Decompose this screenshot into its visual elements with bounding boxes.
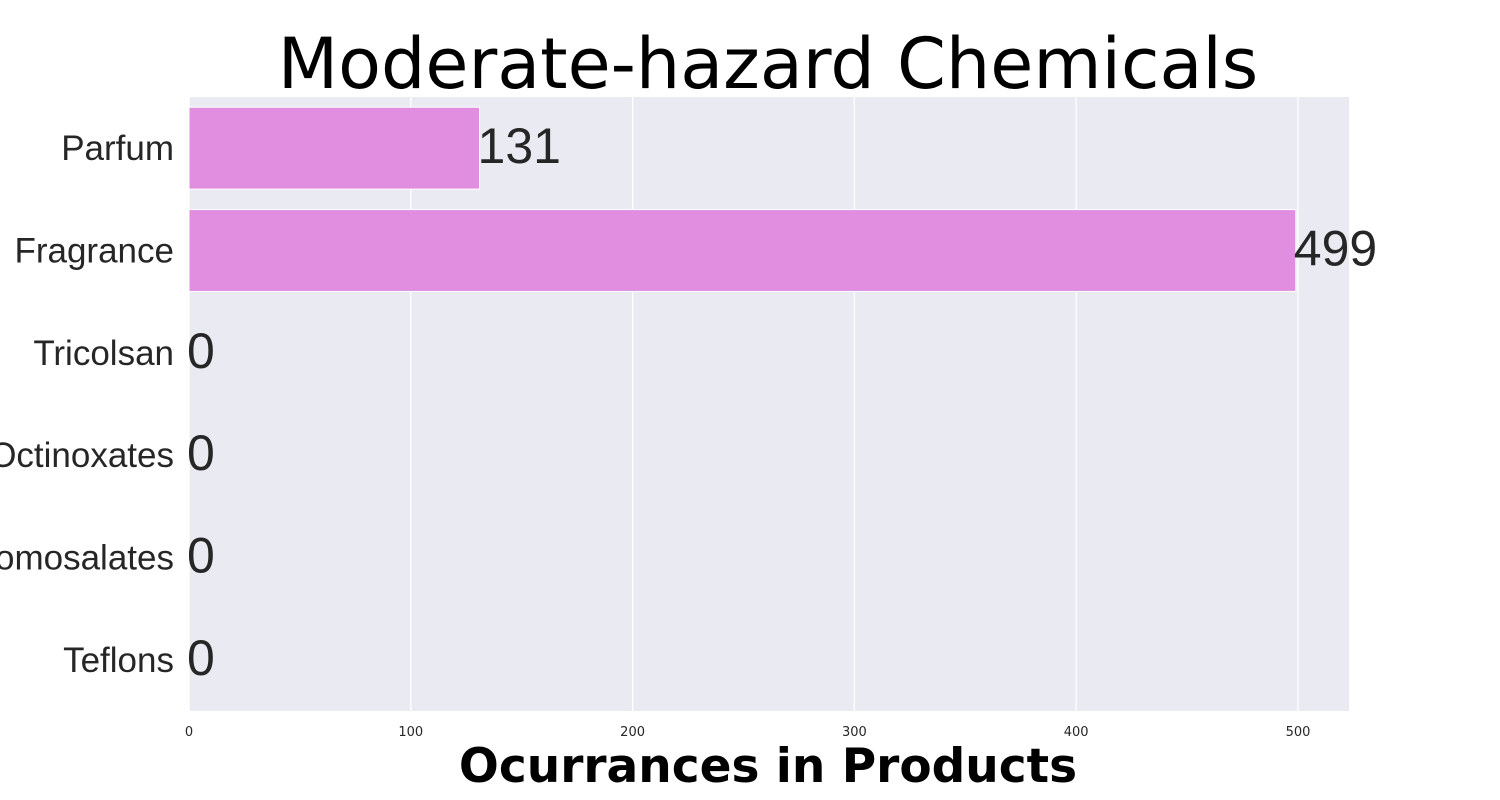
value-label: 0: [187, 323, 215, 379]
category-label: Homosalates: [0, 539, 174, 578]
x-tick-label: 200: [620, 725, 645, 740]
category-label: Octinoxates: [0, 436, 174, 475]
x-tick-label: 300: [842, 725, 867, 740]
x-tick-label: 100: [398, 725, 423, 740]
x-tick-label: 0: [185, 725, 193, 740]
category-label: Fragrance: [14, 232, 174, 271]
x-tick-label: 400: [1064, 725, 1089, 740]
x-tick-label: 500: [1286, 725, 1311, 740]
value-label: 131: [478, 118, 561, 174]
plot-area: [189, 97, 1349, 711]
bar: [188, 209, 1297, 292]
bar: [188, 106, 481, 190]
gridlines: [188, 97, 1299, 711]
category-label: Tricolsan: [33, 334, 174, 373]
category-labels: Parfum Fragrance Tricolsan Octinoxates Homos…: [0, 129, 174, 680]
value-label: 0: [187, 630, 215, 686]
value-label: 0: [187, 528, 215, 584]
bars: [188, 106, 1297, 292]
value-labels: 131 499 0 0 0 0: [187, 118, 1377, 686]
x-tick-labels: 0 100 200 300 400 500: [185, 725, 1311, 740]
chart-title: Moderate-hazard Chemicals: [278, 23, 1259, 105]
category-label: Parfum: [61, 129, 174, 168]
category-label: Teflons: [63, 641, 174, 680]
value-label: 0: [187, 425, 215, 481]
x-axis-label: Ocurrances in Products: [459, 739, 1077, 794]
value-label: 499: [1294, 221, 1377, 277]
